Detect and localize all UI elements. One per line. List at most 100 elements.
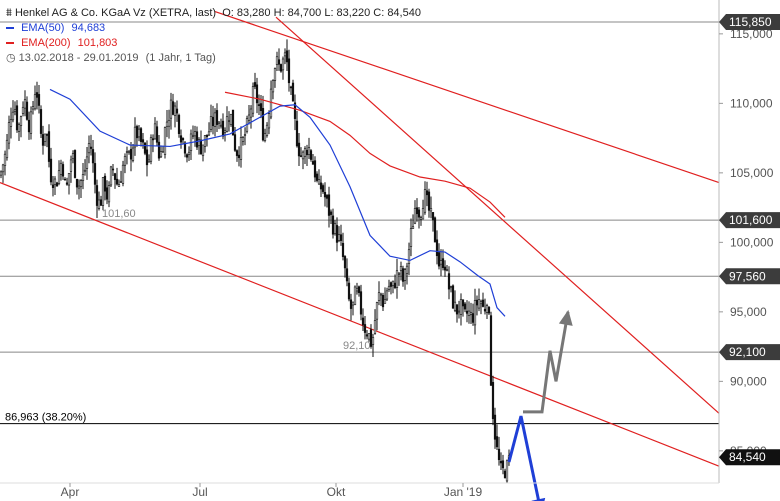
candle-body bbox=[35, 92, 39, 98]
candle-body bbox=[179, 135, 183, 143]
candle-body bbox=[155, 126, 159, 143]
candle-body bbox=[439, 260, 443, 265]
candle-body bbox=[335, 225, 339, 243]
candle-body bbox=[443, 266, 447, 271]
candle-body bbox=[231, 109, 235, 136]
candle-body bbox=[25, 101, 29, 120]
candle-body bbox=[495, 436, 499, 448]
candle-body bbox=[453, 301, 457, 311]
candle-body bbox=[67, 172, 71, 186]
candle-body bbox=[423, 189, 427, 213]
ema-lines bbox=[49, 88, 506, 317]
scenario-arrows bbox=[507, 309, 573, 501]
candle-body bbox=[481, 299, 485, 307]
candle-body bbox=[121, 164, 125, 184]
candle-body bbox=[333, 223, 337, 234]
bearish-arrow bbox=[507, 415, 541, 501]
candle-body bbox=[289, 86, 293, 89]
candle-body bbox=[51, 184, 55, 188]
candle-body bbox=[313, 160, 317, 178]
candle-body bbox=[27, 119, 31, 133]
candle-body bbox=[419, 217, 423, 220]
y-tick-label: 90,000 bbox=[730, 374, 767, 388]
y-tick-label: 95,000 bbox=[730, 305, 767, 319]
candle-body bbox=[499, 460, 503, 464]
candle-body bbox=[403, 269, 407, 281]
x-tick-label: Okt bbox=[327, 485, 346, 499]
candle-body bbox=[13, 109, 17, 113]
candle-body bbox=[23, 99, 27, 109]
candle-body bbox=[467, 310, 471, 316]
candle-body bbox=[127, 150, 131, 153]
candle-body bbox=[129, 149, 133, 160]
candle-body bbox=[0, 171, 3, 176]
candle-body bbox=[417, 209, 421, 218]
candle-body bbox=[63, 178, 67, 181]
candle-body bbox=[3, 153, 7, 166]
candle-body bbox=[203, 135, 207, 147]
candle-body bbox=[451, 285, 455, 309]
candle-body bbox=[465, 310, 469, 314]
candle-body bbox=[209, 115, 213, 130]
candle-body bbox=[133, 126, 137, 148]
candle-body bbox=[71, 153, 75, 160]
candle-body bbox=[297, 142, 301, 157]
candle-body bbox=[375, 302, 379, 320]
candle-body bbox=[455, 304, 459, 315]
ema50-label: EMA(50) bbox=[21, 22, 65, 34]
x-tick-label: Apr bbox=[61, 485, 80, 499]
ema50-line bbox=[49, 88, 506, 317]
legend-ema50: EMA(50) 94,683 bbox=[6, 21, 421, 36]
candle-body bbox=[477, 299, 481, 309]
candle-body bbox=[9, 119, 13, 127]
candle-body bbox=[341, 242, 345, 257]
candle-body bbox=[181, 138, 185, 141]
ohlc-values: O: 83,280 H: 84,700 L: 83,220 C: 84,540 bbox=[222, 7, 421, 19]
candle-body bbox=[459, 299, 463, 315]
candle-body bbox=[395, 270, 399, 288]
candle-body bbox=[401, 268, 405, 282]
candle-body bbox=[109, 166, 113, 186]
candle-body bbox=[107, 185, 111, 203]
bullish-arrow bbox=[523, 311, 570, 414]
candle-body bbox=[175, 108, 179, 114]
candle-body bbox=[435, 239, 439, 257]
candle-body bbox=[191, 135, 195, 137]
ema50-swatch bbox=[6, 27, 14, 30]
candle-body bbox=[353, 286, 357, 306]
bearish-arrowhead bbox=[531, 497, 546, 501]
candle-body bbox=[113, 173, 117, 180]
price-badge bbox=[719, 14, 780, 31]
candle-body bbox=[17, 124, 21, 132]
candle-body bbox=[79, 180, 83, 188]
candle-body bbox=[469, 312, 473, 315]
candle-body bbox=[325, 195, 329, 199]
candle-body bbox=[399, 266, 403, 271]
candle-body bbox=[123, 155, 127, 166]
candle-body bbox=[273, 68, 277, 81]
candle-body bbox=[87, 143, 91, 154]
candle-body bbox=[143, 142, 147, 154]
candle-body bbox=[429, 208, 433, 212]
candle-body bbox=[183, 142, 187, 154]
candle-body bbox=[221, 120, 225, 137]
candle-body bbox=[483, 308, 487, 312]
candle-body bbox=[233, 134, 237, 151]
candle-body bbox=[139, 128, 143, 142]
candle-body bbox=[85, 156, 89, 169]
candle-body bbox=[271, 80, 275, 93]
candle-body bbox=[267, 113, 271, 129]
candle-body bbox=[317, 179, 321, 185]
candle-body bbox=[57, 170, 61, 184]
time-axis: Apr Jul Okt Jan '19 bbox=[0, 482, 719, 499]
candle-body bbox=[409, 228, 413, 247]
candle-body bbox=[41, 134, 45, 146]
candle-body bbox=[421, 208, 425, 220]
candle-body bbox=[293, 102, 297, 119]
price-badge-label: 97,560 bbox=[729, 269, 766, 283]
candle-body bbox=[259, 103, 263, 112]
candle-body bbox=[161, 151, 165, 153]
candle-body bbox=[275, 56, 279, 65]
candle-body bbox=[265, 124, 269, 136]
